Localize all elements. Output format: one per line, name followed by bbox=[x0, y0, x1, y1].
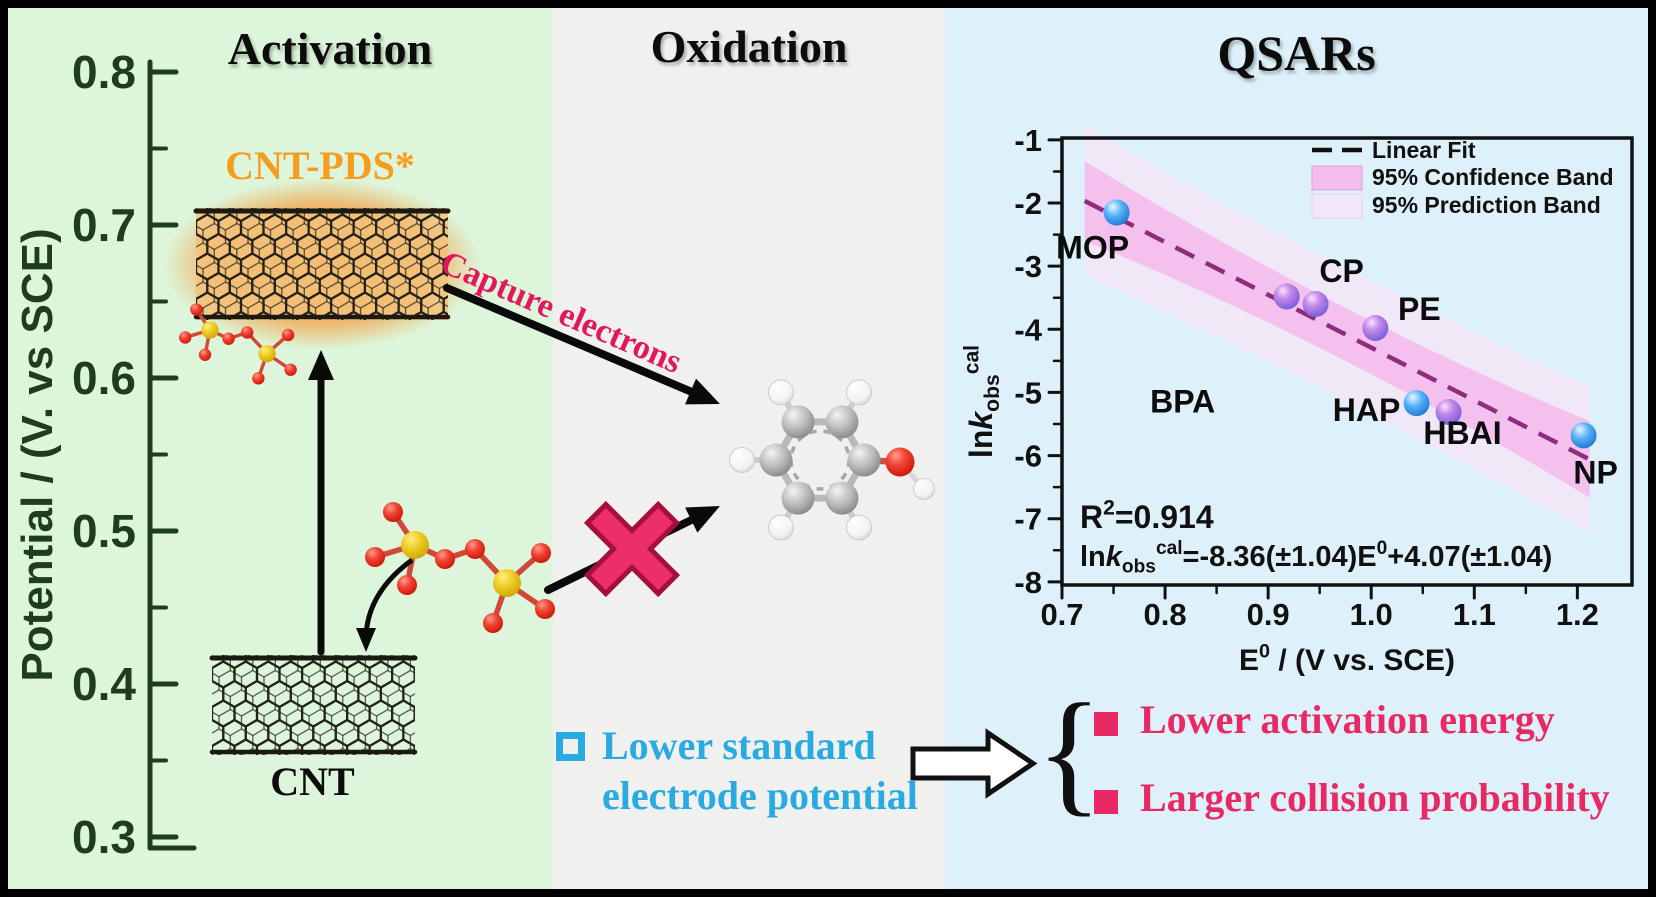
point-label-HBAI: HBAI bbox=[1423, 415, 1501, 451]
statement-line1: Lower standard bbox=[602, 723, 876, 768]
r-squared-text: R2=0.914 bbox=[1080, 497, 1214, 535]
svg-text:Potential / (V. vs SCE): Potential / (V. vs SCE) bbox=[13, 228, 62, 681]
y-axis-label: lnkobscal bbox=[961, 345, 1004, 458]
implies-arrow-icon bbox=[910, 728, 1038, 799]
data-point-NP bbox=[1570, 422, 1597, 449]
svg-text:1.2: 1.2 bbox=[1556, 597, 1599, 632]
svg-text:-3: -3 bbox=[1014, 249, 1042, 284]
phenol-molecule bbox=[729, 379, 935, 541]
svg-text:0.8: 0.8 bbox=[1144, 597, 1187, 632]
point-label-CP: CP bbox=[1319, 253, 1363, 289]
point-label-NP: NP bbox=[1573, 454, 1617, 490]
fit-line bbox=[1083, 198, 1591, 462]
square-bullet-icon bbox=[1094, 712, 1118, 736]
svg-text:-8: -8 bbox=[1014, 565, 1042, 600]
qsar-chart: 0.7 0.8 0.9 1.0 1.1 1.2 -1 -2 -3 -4 -5 -6 -7 -8 E0 / (… bbox=[961, 123, 1634, 677]
point-label-PE: PE bbox=[1398, 291, 1441, 327]
outcome-item: Larger collision probability bbox=[1140, 775, 1610, 820]
data-point-HBAI bbox=[1435, 399, 1462, 426]
point-label-HAP: HAP bbox=[1333, 392, 1401, 428]
svg-text:0.7: 0.7 bbox=[1040, 597, 1083, 632]
data-point-HAP bbox=[1403, 390, 1430, 417]
x-axis-label: E0 / (V vs. SCE) bbox=[1239, 640, 1455, 677]
svg-text:-5: -5 bbox=[1014, 375, 1042, 410]
point-label-MOP: MOP bbox=[1056, 230, 1129, 266]
pds-molecule-small bbox=[179, 303, 297, 385]
open-square-bullet-icon bbox=[556, 732, 585, 761]
svg-text:-6: -6 bbox=[1014, 439, 1042, 474]
svg-text:1.1: 1.1 bbox=[1453, 597, 1496, 632]
pds-molecule bbox=[365, 502, 555, 633]
cnt-pds-label: CNT-PDS* bbox=[225, 143, 415, 188]
data-point-BPA bbox=[1273, 283, 1300, 310]
svg-text:0.4: 0.4 bbox=[72, 658, 136, 710]
svg-text:0.5: 0.5 bbox=[72, 505, 136, 557]
data-point-PE bbox=[1362, 315, 1389, 342]
cnt-label: CNT bbox=[270, 759, 355, 804]
cnt-pds-drawing bbox=[193, 208, 451, 320]
svg-text:0.6: 0.6 bbox=[72, 352, 136, 404]
svg-text:-7: -7 bbox=[1014, 502, 1042, 537]
cnt-drawing bbox=[209, 655, 418, 755]
svg-text:-4: -4 bbox=[1014, 312, 1042, 347]
oxidation-panel bbox=[553, 8, 945, 889]
svg-text:95% Confidence Band: 95% Confidence Band bbox=[1372, 164, 1614, 190]
potential-axis: 0.8 0.7 0.6 0.5 0.4 0.3 Potential / (V. vs SCE… bbox=[13, 46, 197, 863]
qsars-title: QSARs bbox=[1217, 25, 1376, 81]
fit-equation-text: lnkobscal=-8.36(±1.04)E0+4.07(±1.04) bbox=[1080, 538, 1552, 578]
square-bullet-icon bbox=[1094, 790, 1118, 814]
curly-brace: { bbox=[1036, 675, 1103, 828]
svg-text:1.0: 1.0 bbox=[1350, 597, 1393, 632]
activation-panel bbox=[8, 8, 553, 889]
oxidation-title: Oxidation bbox=[650, 21, 848, 72]
svg-text:0.3: 0.3 bbox=[72, 811, 136, 863]
statement-line2: electrode potential bbox=[602, 773, 918, 818]
svg-text:0.8: 0.8 bbox=[72, 46, 136, 98]
data-point-CP bbox=[1302, 291, 1329, 318]
data-point-MOP bbox=[1103, 199, 1130, 226]
cross-out-icon bbox=[583, 500, 681, 598]
activation-title: Activation bbox=[227, 23, 433, 74]
svg-text:-2: -2 bbox=[1014, 186, 1042, 221]
outcome-item: Lower activation energy bbox=[1140, 697, 1555, 742]
svg-text:0.9: 0.9 bbox=[1247, 597, 1290, 632]
point-label-BPA: BPA bbox=[1150, 383, 1215, 419]
svg-text:-1: -1 bbox=[1014, 123, 1042, 158]
svg-text:Linear Fit: Linear Fit bbox=[1372, 137, 1476, 163]
svg-text:95% Prediction Band: 95% Prediction Band bbox=[1372, 192, 1601, 218]
svg-text:0.7: 0.7 bbox=[72, 199, 136, 251]
